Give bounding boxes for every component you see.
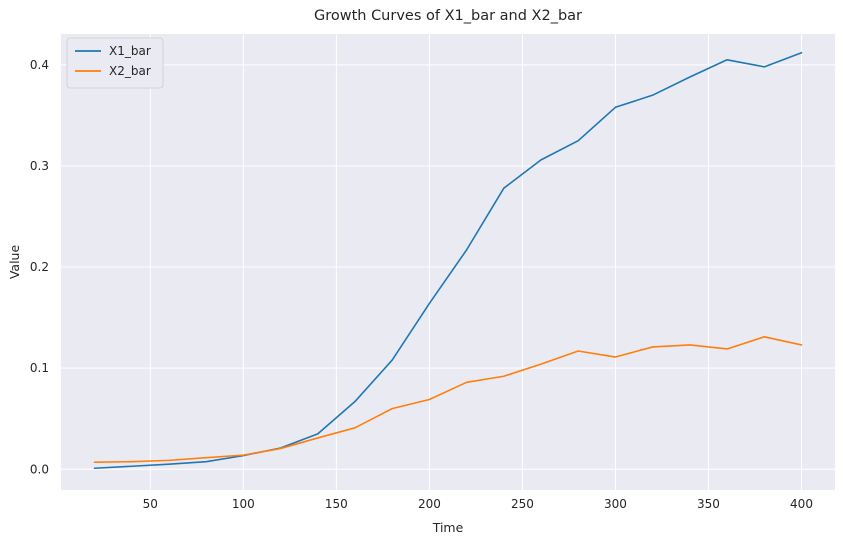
x-tick-label: 50 <box>143 497 158 511</box>
x-tick-label: 100 <box>232 497 255 511</box>
series-lines <box>93 51 803 470</box>
legend-label: X1_bar <box>109 44 151 58</box>
chart-title: Growth Curves of X1_bar and X2_bar <box>314 8 582 24</box>
y-tick-label: 0.2 <box>30 260 49 274</box>
x-axis-label: Time <box>432 520 464 535</box>
y-tick-label: 0.1 <box>30 361 49 375</box>
x-tick-label: 250 <box>511 497 534 511</box>
y-tick-label: 0.4 <box>30 58 49 72</box>
y-tick-label: 0.3 <box>30 159 49 173</box>
x-tick-label: 150 <box>325 497 348 511</box>
legend: X1_bar X2_bar <box>66 37 164 89</box>
y-tick-label: 0.0 <box>30 462 49 476</box>
y-axis-ticks: 0.0 0.1 0.2 0.3 0.4 <box>30 58 49 476</box>
x-tick-label: 350 <box>697 497 720 511</box>
legend-label: X2_bar <box>109 64 151 78</box>
series-line-x2-bar <box>93 336 803 464</box>
plot-area <box>61 34 835 490</box>
series-line-x1-bar <box>93 51 803 470</box>
x-tick-label: 200 <box>418 497 441 511</box>
y-axis-label: Value <box>7 245 22 280</box>
x-axis-ticks: 50 100 150 200 250 300 350 400 <box>143 497 813 511</box>
x-tick-label: 400 <box>790 497 813 511</box>
grid-lines <box>61 34 835 490</box>
x-tick-label: 300 <box>604 497 627 511</box>
